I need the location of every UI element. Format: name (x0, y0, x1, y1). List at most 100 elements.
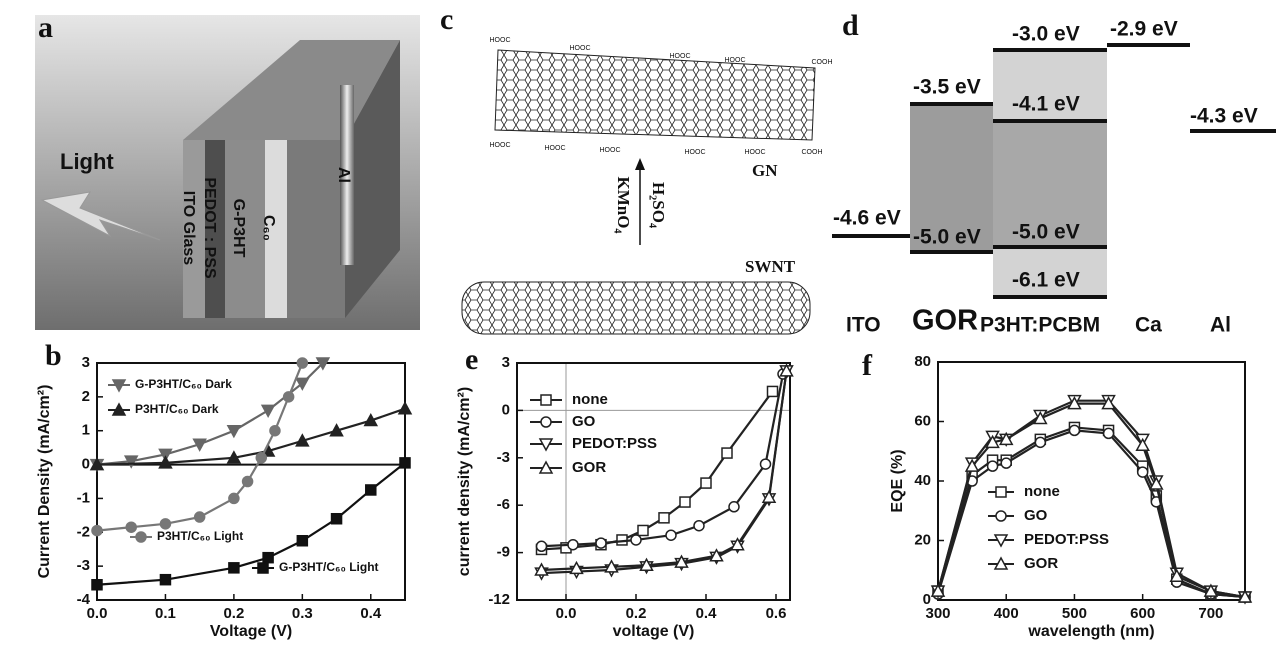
level-label: -5.0 eV (913, 226, 981, 249)
marker (567, 538, 579, 551)
legend-marker (538, 460, 554, 474)
x-tick-label: 500 (1062, 605, 1087, 622)
marker (761, 489, 777, 504)
y-tick-label: 0 (502, 401, 510, 418)
levels (832, 43, 1276, 299)
panel-a: a Light ITO Glass PEDOT : PSS G-P3HT C₆₀… (35, 11, 420, 330)
x-axis-label: voltage (V) (613, 623, 695, 640)
reactant-label: SWNT (745, 257, 796, 276)
series-line (96, 362, 304, 532)
y-tick-label: -12 (488, 591, 510, 608)
marker (1237, 589, 1253, 603)
x-tick-label: 700 (1198, 605, 1223, 622)
marker (91, 524, 103, 537)
marker (241, 475, 254, 488)
plot-frame (516, 362, 791, 601)
marker (255, 452, 268, 464)
legend-label: P3HT/C₆₀ Dark (135, 402, 219, 416)
p3ht-band (993, 121, 1107, 247)
level-label: -4.3 eV (1190, 105, 1258, 128)
plot-frame (937, 361, 1246, 601)
group-label: HOOC (670, 53, 691, 60)
marker (365, 484, 377, 496)
marker (534, 562, 549, 576)
group-label: COOH (812, 59, 833, 66)
light-label: Light (60, 149, 114, 174)
legend-label: G-P3HT/C₆₀ Light (279, 560, 379, 574)
x-tick-label: 400 (994, 605, 1019, 622)
legend-label: PEDOT:PSS (572, 435, 657, 452)
panel-label: c (440, 3, 453, 36)
y-tick-label: 2 (82, 388, 90, 405)
y-tick-label: -2 (77, 523, 90, 540)
marker (604, 559, 619, 573)
product-label: GN (752, 161, 778, 180)
group-label: HOOC (745, 149, 766, 156)
reagent-label: H₂SO₄ (649, 182, 668, 228)
marker (665, 529, 677, 541)
marker (637, 524, 649, 537)
marker (1033, 410, 1048, 425)
marker (260, 404, 276, 418)
legend-marker (540, 394, 552, 406)
legend-label: GOR (572, 459, 606, 476)
marker (986, 460, 999, 472)
level-label: -4.1 eV (1012, 93, 1080, 116)
panel-label: e (465, 343, 478, 376)
marker (766, 385, 779, 398)
legend-marker (993, 556, 1009, 570)
marker (295, 377, 310, 391)
marker (159, 518, 172, 530)
layer-gp3ht (225, 140, 265, 318)
layer-ito (183, 140, 205, 318)
marker (158, 455, 173, 469)
marker (985, 434, 1000, 449)
legend-label: GO (572, 413, 596, 430)
marker (1135, 437, 1150, 452)
group-label: HOOC (685, 149, 706, 156)
layer-c60 (265, 140, 287, 318)
layer-pedot (205, 140, 225, 318)
marker (1149, 476, 1164, 490)
marker (91, 579, 103, 591)
y-tick-label: 40 (914, 472, 931, 489)
level-label: -4.6 eV (833, 207, 901, 230)
plot-frame (96, 362, 406, 601)
x-tick-label: 300 (925, 605, 950, 622)
legend-label: G-P3HT/C₆₀ Dark (135, 377, 232, 391)
x-tick-label: 0.0 (87, 605, 108, 622)
marker (1136, 466, 1149, 478)
reagent-label: KMnO₄ (614, 176, 633, 233)
marker (779, 363, 794, 377)
gor-band (910, 104, 993, 252)
group-label: HOOC (725, 57, 746, 64)
y-tick-label: -1 (77, 489, 90, 506)
level-label: -2.9 eV (1110, 18, 1178, 41)
marker (700, 477, 712, 489)
marker (89, 457, 105, 471)
panel-label: d (842, 9, 859, 42)
x-tick-label: 0.4 (696, 605, 718, 622)
group-label: COOH (802, 149, 823, 156)
marker (730, 537, 745, 551)
lightning (40, 191, 161, 241)
marker (1203, 583, 1219, 597)
marker (1067, 396, 1082, 410)
marker (1034, 436, 1047, 449)
marker (658, 512, 670, 524)
layer-label: ITO Glass (180, 191, 197, 266)
x-tick-label: 600 (1130, 605, 1155, 622)
marker (964, 458, 980, 472)
y-tick-label: 20 (914, 531, 931, 548)
marker (639, 557, 654, 571)
marker (1169, 568, 1185, 582)
y-axis-label: EQE (%) (889, 449, 906, 512)
marker (226, 424, 242, 439)
material-label: Ca (1135, 314, 1162, 337)
y-tick-label: 3 (502, 354, 510, 371)
marker (228, 562, 240, 574)
level-label: -3.5 eV (913, 76, 981, 99)
material-label: Al (1210, 314, 1231, 337)
level-label: -6.1 eV (1012, 269, 1080, 292)
marker (569, 560, 584, 575)
